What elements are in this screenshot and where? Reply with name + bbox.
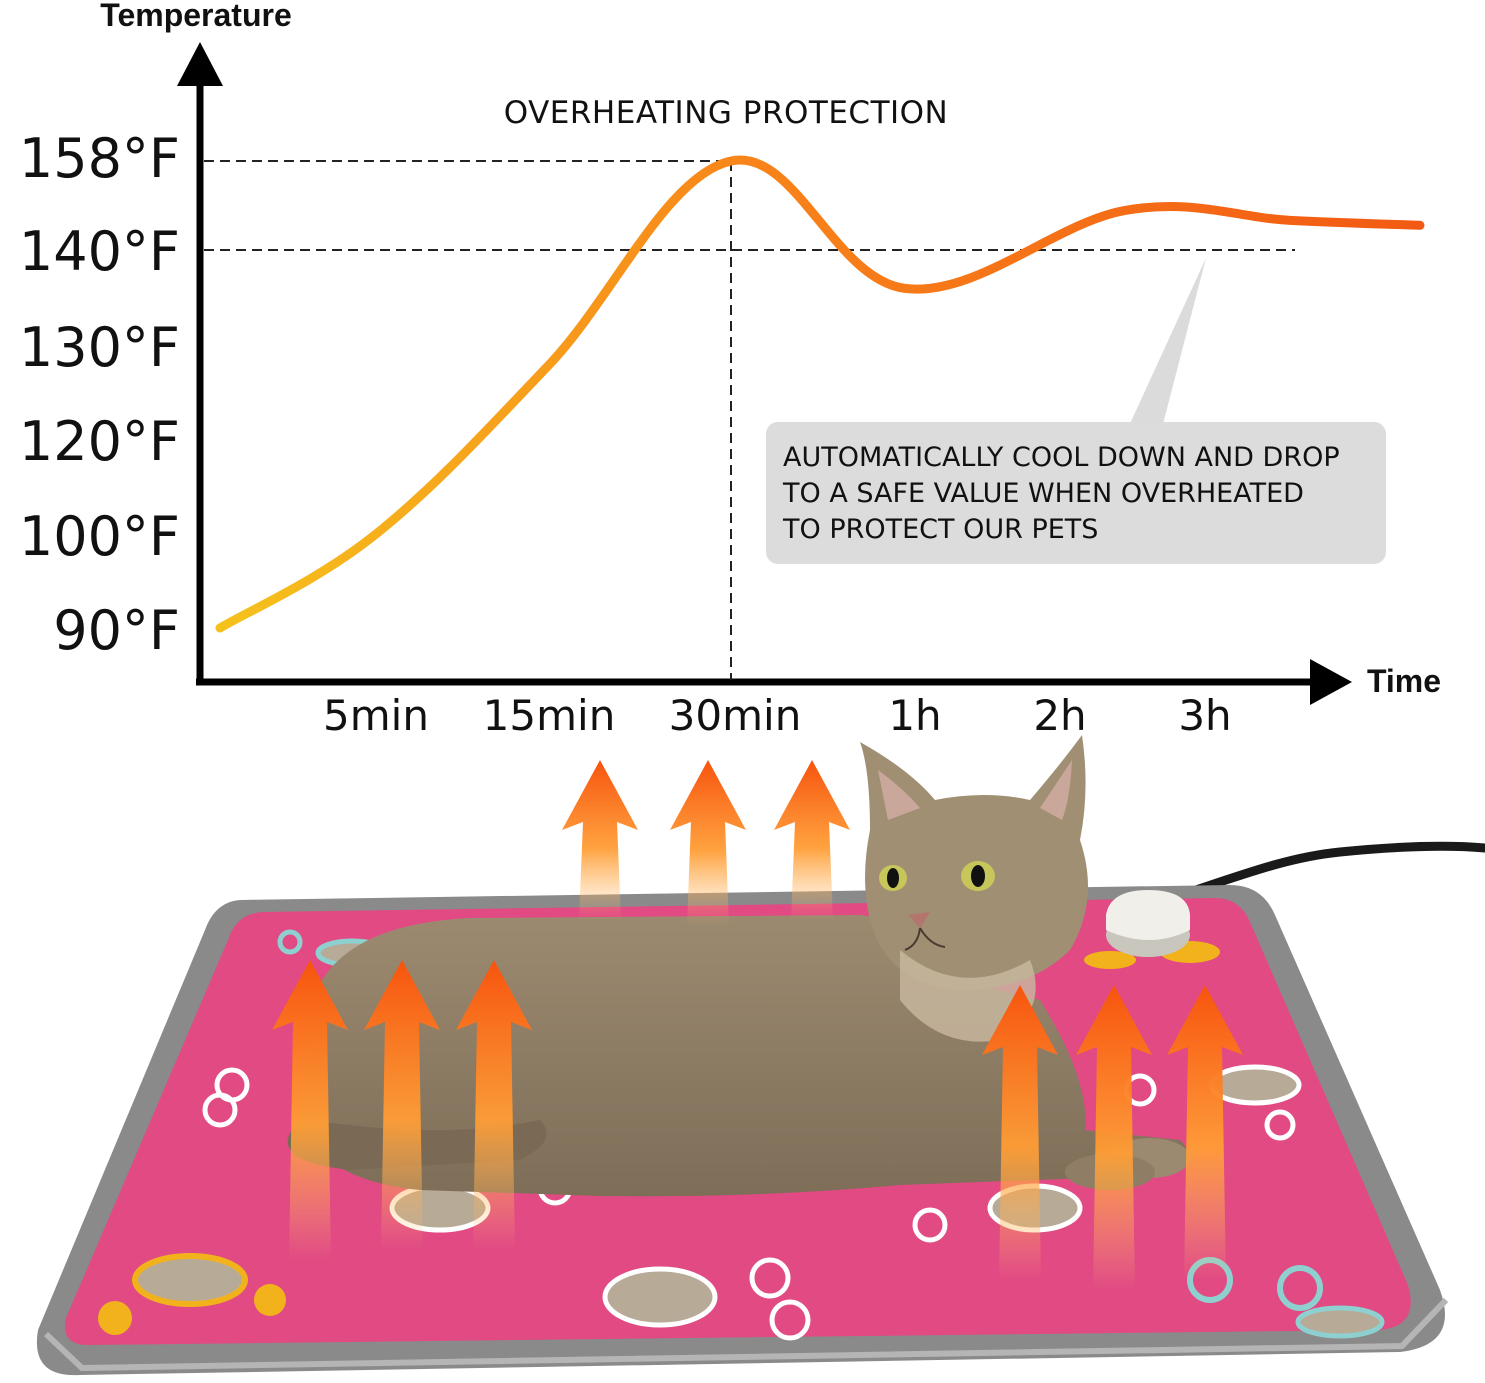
heat-arrow-icon [670, 760, 746, 925]
callout-line: TO PROTECT OUR PETS [782, 514, 1098, 545]
y-tick-label: 140°F [19, 220, 180, 283]
heat-arrow-icon [456, 960, 532, 1250]
chart-title: OVERHEATING PROTECTION [504, 95, 949, 131]
temperature-series-line [215, 155, 1425, 633]
x-tick-label: 3h [1178, 691, 1231, 740]
callout-pointer [1128, 258, 1206, 428]
y-axis-arrow-icon [177, 42, 223, 86]
power-cord [1145, 841, 1485, 910]
y-tick-label: 130°F [19, 316, 180, 379]
heat-arrow-icon [272, 960, 348, 1260]
y-axis-title: Temperature [100, 0, 291, 33]
x-tick-label: 5min [323, 691, 429, 740]
x-tick-label: 15min [483, 691, 616, 740]
callout-box [766, 422, 1386, 564]
x-tick-label: 1h [888, 691, 941, 740]
temperature-controller [1106, 890, 1190, 957]
x-tick-label: 2h [1033, 691, 1086, 740]
heat-arrow-icon [364, 960, 440, 1250]
heat-arrow-icon [562, 760, 638, 920]
heat-arrow-icon [774, 760, 850, 920]
heat-arrow-icon [982, 985, 1058, 1280]
x-axis [196, 659, 1352, 705]
x-tick-label: 30min [669, 691, 802, 740]
y-tick-labels: 158°F 140°F 130°F 120°F 100°F 90°F [19, 127, 180, 662]
y-axis [177, 42, 223, 684]
x-tick-labels: 5min 15min 30min 1h 2h 3h [323, 691, 1232, 740]
heat-arrows [272, 760, 1243, 1290]
mat-border-edge [43, 1297, 1449, 1372]
x-axis-arrow-icon [1310, 659, 1352, 705]
x-axis-title: Time [1367, 663, 1441, 699]
heat-arrow-icon [1076, 985, 1152, 1290]
y-tick-label: 100°F [19, 505, 180, 568]
y-tick-label: 120°F [19, 410, 180, 473]
callout-line: TO A SAFE VALUE WHEN OVERHEATED [782, 478, 1304, 509]
heat-arrow-icon [1167, 985, 1243, 1280]
callout-line: AUTOMATICALLY COOL DOWN AND DROP [783, 442, 1340, 473]
heating-pad-illustration [36, 735, 1485, 1376]
y-tick-label: 158°F [19, 127, 180, 190]
y-tick-label: 90°F [53, 599, 180, 662]
callout: AUTOMATICALLY COOL DOWN AND DROP TO A SA… [766, 258, 1386, 564]
